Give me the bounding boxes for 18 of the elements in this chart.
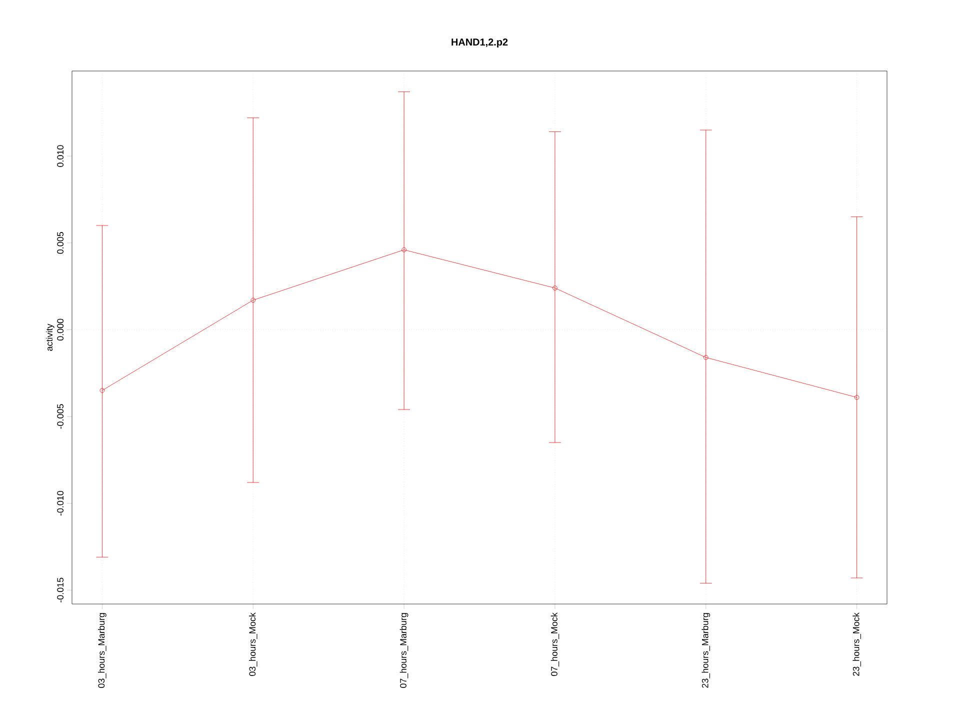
x-tick-label: 23_hours_Mock — [852, 612, 861, 676]
y-tick-label: -0.005 — [57, 404, 64, 429]
x-tick-label: 23_hours_Marburg — [702, 613, 710, 688]
point — [704, 355, 708, 360]
y-tick-label: -0.015 — [57, 578, 64, 602]
point — [402, 247, 406, 252]
x-tick-label: 03_hours_Marburg — [98, 613, 106, 688]
x-tick-label: 03_hours_Mock — [248, 612, 258, 676]
x-tick-label: 07_hours_Mock — [550, 612, 560, 676]
y-tick-label: 0.000 — [57, 318, 64, 341]
y-tick-label: 0.005 — [57, 232, 64, 254]
point — [250, 298, 256, 303]
y-axis-title: activity — [46, 324, 54, 351]
x-tick-label: 07_hours_Marburg — [400, 613, 408, 688]
y-tick-label: 0.010 — [57, 145, 64, 167]
chart-title: HAND1,2.p2 — [452, 38, 508, 48]
point — [552, 286, 558, 290]
y-tick-label: -0.010 — [57, 490, 64, 516]
